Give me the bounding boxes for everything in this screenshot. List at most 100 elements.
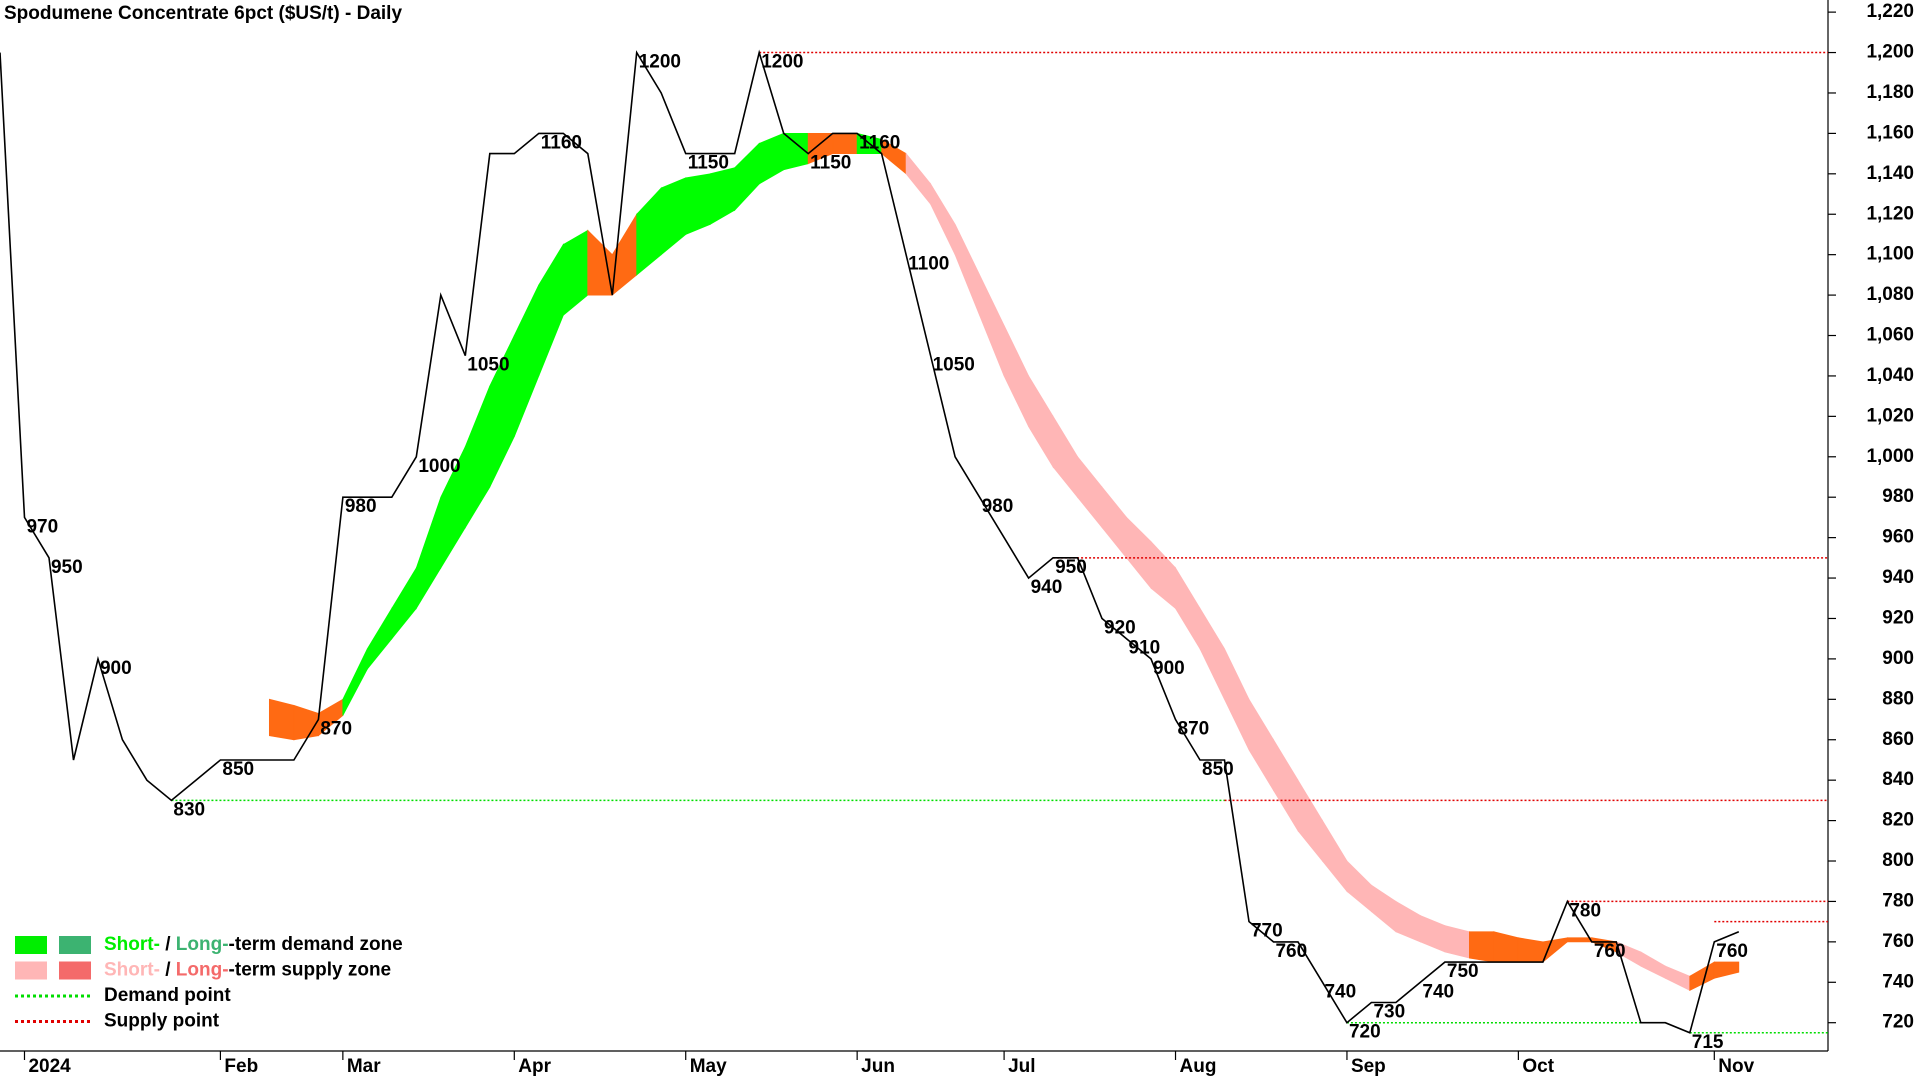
legend-swatch: [15, 936, 47, 954]
value-label: 1160: [859, 132, 900, 153]
y-tick-label: 980: [1882, 486, 1914, 507]
price-line: [0, 49, 1740, 1034]
value-label: 1200: [639, 52, 681, 73]
y-tick-label: 1,160: [1866, 122, 1914, 143]
legend-text: -term supply zone: [229, 960, 392, 981]
y-tick-label: 1,200: [1866, 42, 1914, 63]
y-tick-label: 720: [1882, 1012, 1914, 1033]
y-tick-label: 940: [1882, 567, 1914, 588]
y-tick-label: 960: [1882, 527, 1914, 548]
value-label: 1160: [541, 132, 582, 153]
y-tick-label: 1,180: [1866, 82, 1914, 103]
value-label: 1150: [688, 153, 729, 174]
x-tick-label: Oct: [1522, 1056, 1554, 1077]
value-label: 870: [1178, 719, 1210, 740]
y-tick-label: 1,020: [1866, 405, 1914, 426]
x-tick-label: Nov: [1718, 1056, 1754, 1077]
x-tick-label: Sep: [1351, 1056, 1386, 1077]
y-tick-label: 920: [1882, 607, 1914, 628]
y-tick-label: 860: [1882, 729, 1914, 750]
legend-text: Short-: [104, 934, 160, 955]
value-label: 850: [1202, 759, 1234, 780]
value-label: 900: [100, 658, 132, 679]
legend-label: Supply point: [104, 1011, 220, 1032]
value-label: 980: [345, 496, 377, 517]
y-tick-label: 1,100: [1866, 244, 1914, 265]
y-tick-label: 740: [1882, 971, 1914, 992]
x-tick-label: Apr: [518, 1056, 551, 1077]
value-label: 715: [1692, 1032, 1724, 1053]
x-tick-label: Jun: [861, 1056, 895, 1077]
legend-swatch: [59, 961, 91, 980]
x-tick-label: May: [690, 1056, 727, 1077]
y-tick-label: 760: [1882, 931, 1914, 952]
zone-segment: [685, 173, 711, 236]
value-label: 1100: [908, 254, 949, 275]
y-tick-label: 900: [1882, 648, 1914, 669]
zone-segment: [783, 132, 809, 171]
y-tick-label: 1,080: [1866, 284, 1914, 305]
value-label: 970: [26, 516, 58, 537]
legend-swatch: [59, 936, 91, 954]
value-label: 870: [320, 719, 352, 740]
value-label: 900: [1153, 658, 1185, 679]
value-label: 1150: [810, 153, 851, 174]
value-label: 950: [1055, 557, 1087, 578]
zone-segment: [1713, 961, 1740, 979]
y-tick-label: 800: [1882, 850, 1914, 871]
y-tick-label: 1,220: [1866, 1, 1914, 22]
value-label: 720: [1349, 1022, 1381, 1043]
value-label: 730: [1373, 1002, 1405, 1023]
value-label: 850: [222, 759, 254, 780]
zone-segment: [832, 132, 858, 155]
value-label: 1050: [467, 355, 509, 376]
legend-text: Short-: [104, 960, 160, 981]
legend-text: Long-: [176, 960, 229, 981]
zone-segment: [1444, 925, 1470, 959]
value-label: 830: [173, 799, 205, 820]
legend-text: Supply point: [104, 1011, 220, 1032]
x-tick-label: Jul: [1008, 1056, 1035, 1077]
legend-text: Long-: [176, 934, 229, 955]
value-label: 920: [1104, 617, 1136, 638]
y-tick-label: 1,000: [1866, 446, 1914, 467]
zone-segment: [1517, 937, 1544, 963]
zone-segment: [1566, 937, 1593, 943]
legend-text: /: [160, 934, 176, 955]
y-tick-label: 1,140: [1866, 163, 1914, 184]
legend-label: Short- / Long--term demand zone: [104, 934, 403, 955]
y-tick-label: 820: [1882, 810, 1914, 831]
legend-label: Short- / Long--term supply zone: [104, 960, 391, 981]
chart-title: Spodumene Concentrate 6pct ($US/t) - Dai…: [4, 3, 402, 24]
zone-segment: [1469, 931, 1495, 963]
value-label: 780: [1569, 900, 1601, 921]
x-tick-label: Mar: [347, 1056, 381, 1077]
y-tick-label: 880: [1882, 688, 1914, 709]
value-label: 760: [1716, 941, 1748, 962]
value-label: 1200: [761, 52, 803, 73]
y-tick-label: 780: [1882, 890, 1914, 911]
legend-label: Demand point: [104, 985, 231, 1006]
value-label: 940: [1031, 577, 1063, 598]
value-label: 1000: [418, 456, 460, 477]
zone-segment: [268, 698, 295, 741]
value-label: 950: [51, 557, 83, 578]
value-label: 980: [982, 496, 1014, 517]
value-label: 760: [1275, 941, 1307, 962]
x-tick-label: Feb: [224, 1056, 258, 1077]
value-label: 740: [1422, 981, 1454, 1002]
legend-text: /: [160, 960, 176, 981]
y-tick-label: 1,040: [1866, 365, 1914, 386]
y-tick-label: 1,120: [1866, 203, 1914, 224]
x-tick-label: Aug: [1180, 1056, 1217, 1077]
legend-text: Demand point: [104, 985, 231, 1006]
value-label: 770: [1251, 921, 1283, 942]
value-label: 750: [1447, 961, 1479, 982]
value-label: 1050: [933, 355, 975, 376]
y-tick-label: 840: [1882, 769, 1914, 790]
y-tick-label: 1,060: [1866, 325, 1914, 346]
legend-swatch: [15, 961, 47, 980]
